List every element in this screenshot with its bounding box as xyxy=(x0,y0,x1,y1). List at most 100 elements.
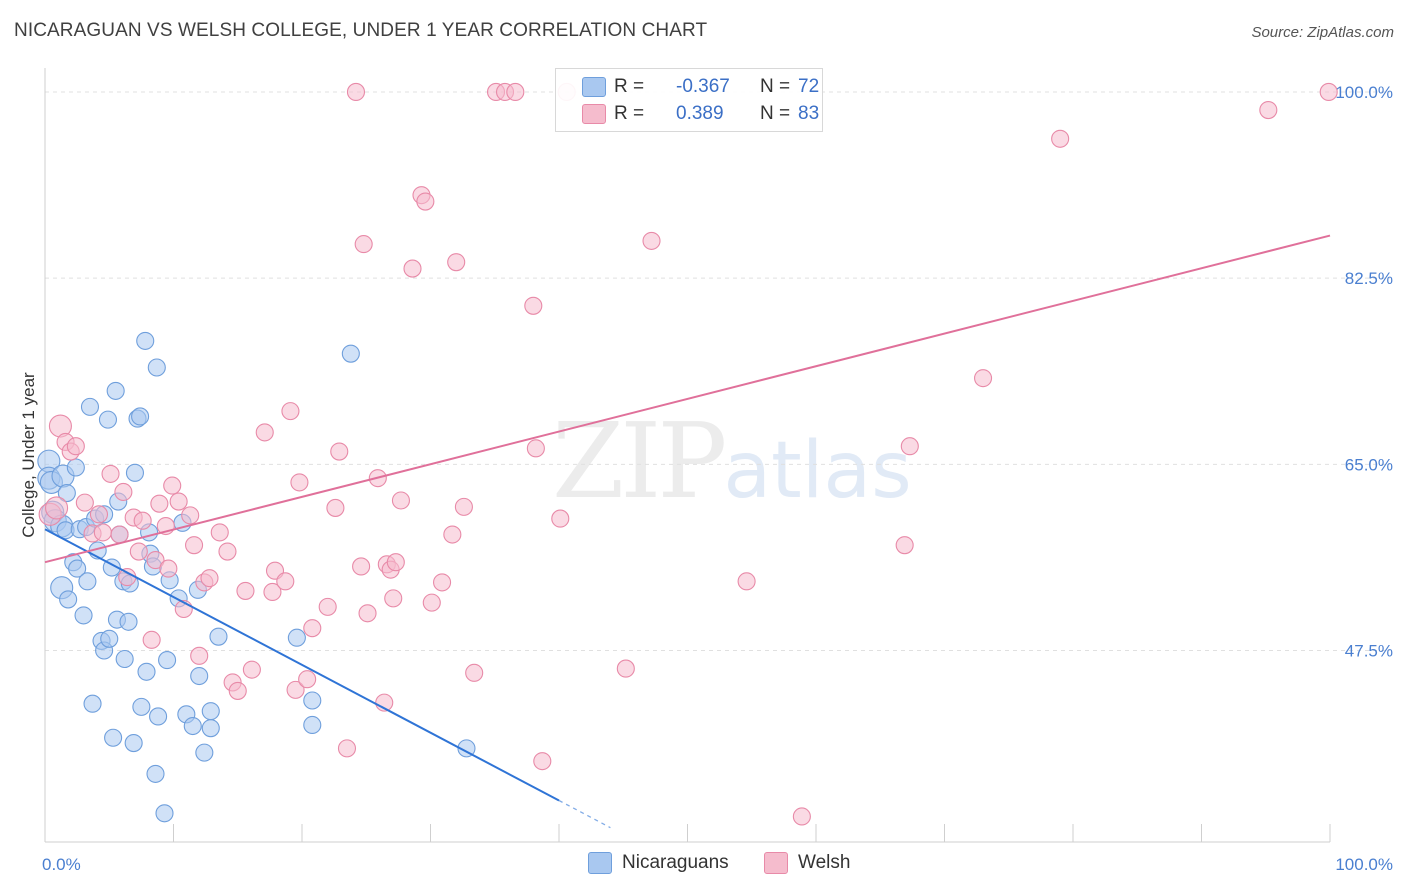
data-point xyxy=(210,523,229,542)
legend-n-label: N = xyxy=(760,76,791,97)
watermark-atlas: atlas xyxy=(723,426,912,516)
data-point xyxy=(276,572,295,591)
legend-swatch-welsh xyxy=(582,104,606,124)
data-point xyxy=(125,463,144,482)
data-point xyxy=(242,660,261,679)
data-point xyxy=(57,483,76,503)
data-point xyxy=(200,569,219,588)
data-point xyxy=(129,542,148,561)
data-point xyxy=(159,559,178,578)
data-point xyxy=(146,551,165,570)
data-point xyxy=(443,525,462,544)
data-point xyxy=(124,734,143,753)
data-point xyxy=(616,659,635,678)
data-point xyxy=(183,716,202,736)
data-point xyxy=(104,728,123,747)
data-point xyxy=(447,253,466,272)
data-point xyxy=(303,691,322,710)
data-point xyxy=(737,572,756,591)
data-point xyxy=(792,807,811,826)
data-point xyxy=(457,739,476,758)
legend-n-value: 83 xyxy=(798,103,820,124)
tick-labels: 100.0% 82.5% 65.0% 47.5% 0.0% 100.0% xyxy=(42,83,1393,874)
legend-r-value: 0.389 xyxy=(676,103,724,124)
data-point xyxy=(303,619,322,638)
data-point xyxy=(433,573,452,592)
data-point xyxy=(45,496,69,520)
data-point xyxy=(298,670,317,689)
data-point xyxy=(281,402,300,421)
data-point xyxy=(115,649,134,669)
data-point xyxy=(228,681,247,700)
legend-r-label: R = xyxy=(614,76,645,97)
data-point xyxy=(114,482,133,502)
axes xyxy=(44,68,1331,843)
data-point xyxy=(66,458,85,477)
data-point xyxy=(533,752,552,771)
data-point xyxy=(89,505,109,524)
data-point xyxy=(454,497,473,516)
legend-r-label: R = xyxy=(614,103,645,124)
grid-lines xyxy=(45,91,1390,651)
data-point xyxy=(201,702,220,721)
data-point xyxy=(218,542,237,561)
data-point xyxy=(346,82,366,102)
data-point xyxy=(150,494,169,513)
data-point xyxy=(524,296,543,315)
data-point xyxy=(118,568,137,587)
data-point xyxy=(100,629,119,648)
data-point xyxy=(59,590,78,609)
data-point xyxy=(136,331,155,350)
data-point xyxy=(169,492,188,511)
source-label: Source: ZipAtlas.com xyxy=(1251,24,1394,41)
data-point xyxy=(318,597,337,616)
data-point xyxy=(352,557,371,576)
series-legend: Nicaraguans Welsh xyxy=(0,852,1406,878)
data-point xyxy=(358,604,377,623)
data-point xyxy=(341,344,360,363)
data-point xyxy=(290,473,309,492)
data-point xyxy=(551,509,570,528)
data-point xyxy=(149,707,168,726)
series-swatch-nicaraguans xyxy=(588,852,612,874)
data-point xyxy=(330,442,349,461)
data-point xyxy=(158,651,177,670)
data-point xyxy=(895,536,914,555)
data-point xyxy=(133,511,152,530)
data-point xyxy=(354,235,373,254)
nicaraguans-trend-line xyxy=(44,528,560,802)
nicaraguans-points xyxy=(37,331,476,823)
data-point xyxy=(147,358,166,377)
data-point xyxy=(900,437,919,456)
data-point xyxy=(131,407,150,426)
data-point xyxy=(75,493,94,512)
data-point xyxy=(973,369,993,388)
y-tick-label: 100.0% xyxy=(1335,83,1393,102)
data-point xyxy=(326,498,345,517)
x-tick-label: 0.0% xyxy=(42,855,81,874)
data-point xyxy=(236,581,255,600)
series-legend-welsh: Welsh xyxy=(764,852,850,874)
data-point xyxy=(303,715,322,735)
data-point xyxy=(403,259,422,278)
data-point xyxy=(106,381,125,400)
data-point xyxy=(93,523,112,542)
data-point xyxy=(384,589,403,608)
data-point xyxy=(209,627,228,646)
legend-n-label: N = xyxy=(760,103,791,124)
data-point xyxy=(101,464,120,483)
data-point xyxy=(416,192,435,211)
y-axis-label: College, Under 1 year xyxy=(19,372,38,538)
welsh-trend-line xyxy=(44,234,1331,564)
series-label-welsh: Welsh xyxy=(798,852,851,873)
data-point xyxy=(506,82,525,102)
y-tick-label: 82.5% xyxy=(1345,269,1393,288)
data-point xyxy=(185,536,204,555)
data-point xyxy=(74,606,93,625)
data-point xyxy=(286,680,305,699)
data-point xyxy=(78,572,97,591)
chart-title: NICARAGUAN VS WELSH COLLEGE, UNDER 1 YEA… xyxy=(14,20,708,41)
data-point xyxy=(386,553,405,572)
watermark: ZIPatlas xyxy=(552,400,912,522)
